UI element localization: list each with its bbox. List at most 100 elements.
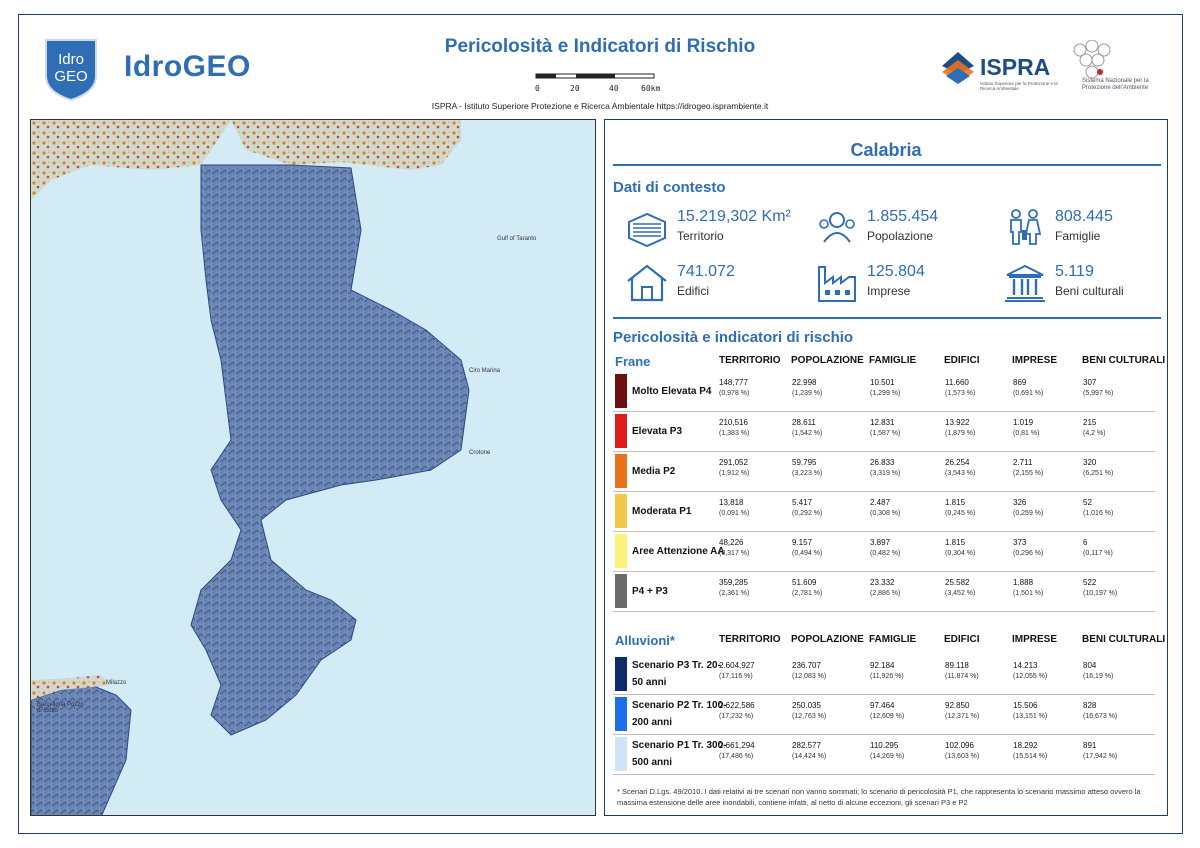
map-view[interactable]: Gulf of Taranto Ciro Marina Crotone Barc… (30, 119, 596, 816)
cell-percent: (0,494 %) (792, 550, 823, 557)
page-title: Pericolosità e Indicatori di Rischio (444, 36, 756, 57)
page-frame (18, 14, 1183, 834)
table-cell: 1.815 (0,304 %) (945, 537, 1015, 560)
alluvioni-row: Scenario P2 Tr. 100-200 anni 2.622,586 (17… (613, 694, 1155, 735)
column-header: TERRITORIO (719, 355, 781, 366)
cell-value: 89.118 (945, 661, 969, 670)
table-cell: 236.707 (12,083 %) (792, 660, 862, 683)
legend-swatch (615, 657, 627, 691)
table-cell: 869 (0,691 %) (1013, 377, 1083, 400)
cell-percent: (1,501 %) (1013, 590, 1044, 597)
table-cell: 5.417 (0,292 %) (792, 497, 862, 520)
table-cell: 215 (4,2 %) (1083, 417, 1153, 440)
frane-row: P4 + P3 359,285 (2,361 %) 51.609 (2,781 %) 23… (613, 571, 1155, 612)
table-cell: 15.506 (13,151 %) (1013, 700, 1083, 723)
cell-value: 250.035 (792, 701, 821, 710)
table-cell: 10.501 (1,299 %) (870, 377, 940, 400)
cell-percent: (0,482 %) (870, 550, 901, 557)
cell-value: 307 (1083, 378, 1097, 387)
table-cell: 2.661,294 (17,486 %) (719, 740, 789, 763)
table-cell: 891 (17,942 %) (1083, 740, 1153, 763)
table-cell: 25.582 (3,452 %) (945, 577, 1015, 600)
cell-value: 1.888 (1013, 578, 1034, 587)
cell-value: 15.506 (1013, 701, 1038, 710)
cell-percent: (12,371 %) (945, 713, 980, 720)
table-cell: 52 (1,016 %) (1083, 497, 1153, 520)
table-cell: 48,226 (0,317 %) (719, 537, 789, 560)
column-header: IMPRESE (1012, 355, 1058, 366)
info-panel: Calabria Dati di contesto 15.219,302 Km²… (604, 119, 1168, 816)
table-cell: 26.254 (3,543 %) (945, 457, 1015, 480)
column-header: BENI CULTURALI (1082, 634, 1166, 645)
frane-row: Moderata P1 13,818 (0,091 %) 5.417 (0,292 %)… (613, 491, 1155, 532)
category-label: Molto Elevata P4 (632, 385, 712, 397)
column-header: FAMIGLIE (869, 634, 917, 645)
cell-percent: (6,251 %) (1083, 470, 1114, 477)
cell-percent: (17,116 %) (719, 673, 753, 680)
cell-value: 1.019 (1013, 418, 1034, 427)
snpa-text: Sistema Nazionale per la Protezione dell… (1082, 78, 1149, 91)
frane-row: Molto Elevata P4 148,777 (0,978 %) 22.998 (1… (613, 371, 1155, 412)
context-businesses: 125.804 Imprese (815, 263, 995, 309)
logo-badge-line1: Idro (58, 51, 84, 68)
table-cell: 59.795 (3,223 %) (792, 457, 862, 480)
column-header: IMPRESE (1012, 634, 1058, 645)
cell-percent: (1,912 %) (719, 470, 750, 477)
cell-percent: (1,016 %) (1083, 510, 1114, 517)
table-cell: 373 (0,296 %) (1013, 537, 1083, 560)
cell-percent: (3,543 %) (945, 470, 976, 477)
table-cell: 23.332 (2,886 %) (870, 577, 940, 600)
cell-value: 13,818 (719, 498, 744, 507)
map-label-crotone: Crotone (469, 450, 491, 456)
table-cell: 51.609 (2,781 %) (792, 577, 862, 600)
cell-value: 148,777 (719, 378, 748, 387)
context-buildings: 741.072 Edifici (625, 263, 805, 309)
cell-percent: (16,673 %) (1083, 713, 1118, 720)
category-label: Scenario P3 Tr. 20-50 anni (632, 660, 721, 688)
cell-percent: (0,259 %) (1013, 510, 1044, 517)
logo-badge-line2: GEO (54, 68, 87, 85)
cell-value: 320 (1083, 458, 1097, 467)
cell-percent: (1,879 %) (945, 430, 976, 437)
cell-value: 59.795 (792, 458, 817, 467)
cell-percent: (10,197 %) (1083, 590, 1118, 597)
table-cell: 291,052 (1,912 %) (719, 457, 789, 480)
table-cell: 210,516 (1,383 %) (719, 417, 789, 440)
legend-swatch (615, 454, 627, 488)
cell-percent: (0,317 %) (719, 550, 750, 557)
context-value: 741.072 (677, 263, 735, 280)
cell-percent: (12,083 %) (792, 673, 827, 680)
table-cell: 522 (10,197 %) (1083, 577, 1153, 600)
table-cell: 320 (6,251 %) (1083, 457, 1153, 480)
cell-percent: (12,763 %) (792, 713, 827, 720)
table-cell: 92.850 (12,371 %) (945, 700, 1015, 723)
table-cell: 28.611 (1,542 %) (792, 417, 862, 440)
cell-percent: (3,452 %) (945, 590, 976, 597)
table-cell: 3.897 (0,482 %) (870, 537, 940, 560)
cell-value: 92.184 (870, 661, 895, 670)
cell-value: 373 (1013, 538, 1027, 547)
cell-value: 5.417 (792, 498, 813, 507)
cell-percent: (0,308 %) (870, 510, 901, 517)
cell-percent: (2,886 %) (870, 590, 901, 597)
alluvioni-label: Alluvioni* (615, 633, 675, 648)
cell-value: 6 (1083, 538, 1088, 547)
table-cell: 828 (16,673 %) (1083, 700, 1153, 723)
table-cell: 22.998 (1,239 %) (792, 377, 862, 400)
cell-value: 1.815 (945, 498, 966, 507)
cell-percent: (0,091 %) (719, 510, 750, 517)
alluvioni-row: Scenario P3 Tr. 20-50 anni 2.604,927 (17,1… (613, 654, 1155, 695)
cell-value: 210,516 (719, 418, 748, 427)
column-header: EDIFICI (944, 355, 980, 366)
cell-percent: (12,055 %) (1013, 673, 1048, 680)
cell-percent: (1,239 %) (792, 390, 823, 397)
cell-value: 869 (1013, 378, 1027, 387)
footnote: * Scenari D.Lgs. 49/2010. I dati relativ… (617, 787, 1141, 807)
cell-percent: (4,2 %) (1083, 430, 1106, 437)
alluvioni-header: Alluvioni* TERRITORIO POPOLAZIONE FAMIGL… (613, 631, 1166, 649)
cell-value: 804 (1083, 661, 1097, 670)
category-label: P4 + P3 (632, 585, 668, 597)
context-label: Territorio (677, 229, 724, 243)
legend-swatch (615, 494, 627, 528)
scale-tick-label: 60km (641, 84, 661, 93)
